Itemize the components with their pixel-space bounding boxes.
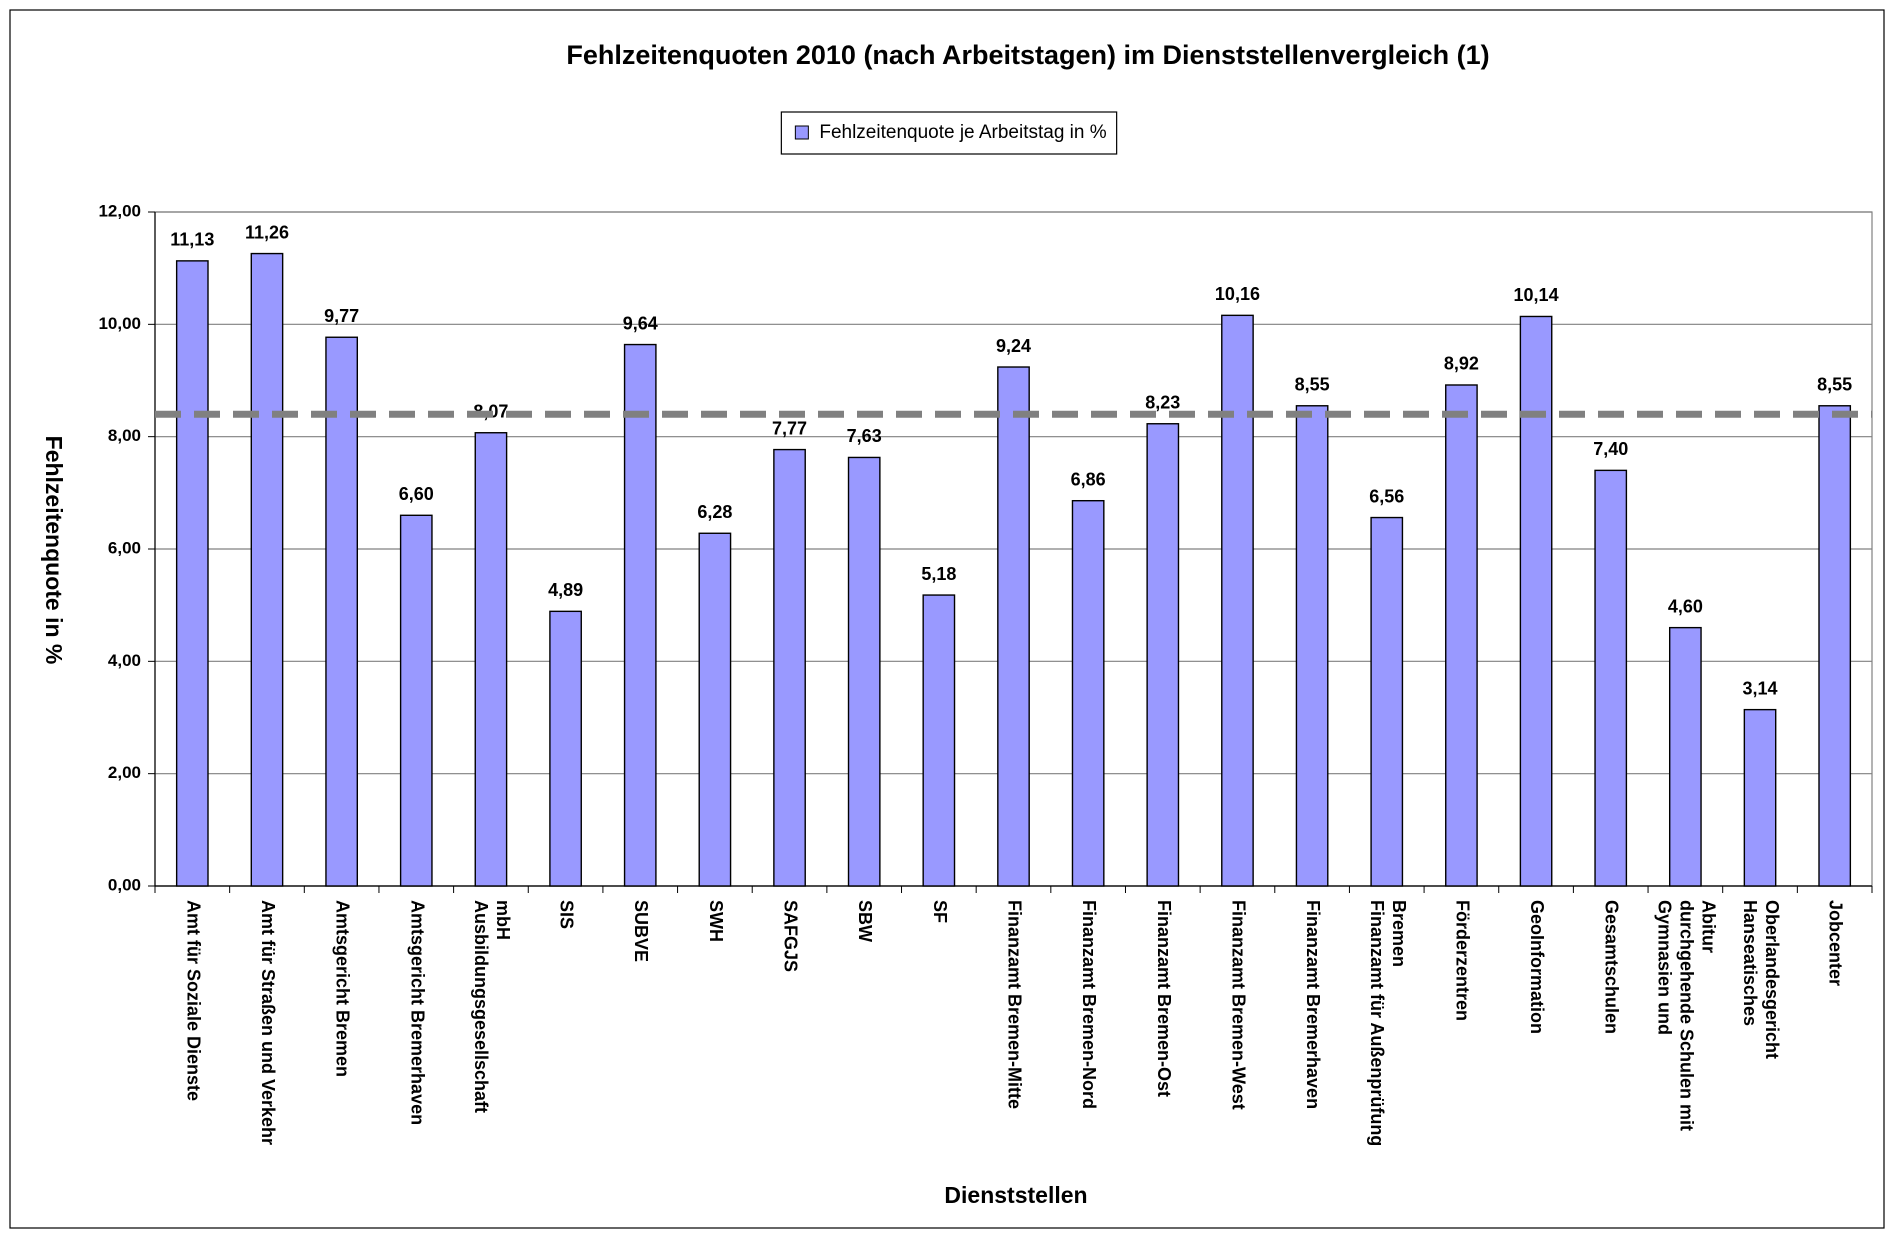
x-tick-label: Amt für Straßen und Verkehr [258, 900, 278, 1145]
data-label: 7,63 [847, 426, 882, 446]
bar [175, 260, 209, 887]
data-label: 8,23 [1145, 392, 1180, 412]
y-tick-label: 12,00 [98, 201, 141, 220]
x-tick-label: Gymnasien und durchgehende Schulen mit Abi… [1655, 900, 1719, 1131]
bar [997, 366, 1030, 887]
bar [399, 514, 433, 887]
x-tick-label: GeoInformation [1527, 900, 1547, 1034]
bar [847, 456, 881, 887]
bar [1743, 708, 1777, 887]
bar [922, 594, 956, 887]
x-tick-label: Hanseatisches Oberlandesgericht [1740, 900, 1782, 1059]
bar [1071, 499, 1105, 887]
bar [698, 532, 732, 887]
data-label: 11,26 [245, 222, 289, 242]
data-label: 7,77 [772, 418, 807, 438]
y-tick-label: 6,00 [108, 538, 141, 557]
x-tick-label: Finanzamt Bremen-Ost [1154, 900, 1174, 1097]
data-label: 6,60 [399, 484, 434, 504]
bar [1594, 469, 1628, 887]
x-tick-label: Finanzamt Bremen-West [1229, 900, 1249, 1110]
bar [623, 343, 657, 887]
bar [1146, 423, 1180, 887]
bar [1295, 405, 1329, 887]
bar [250, 252, 284, 887]
x-tick-label: Gesamtschulen [1602, 900, 1622, 1034]
x-tick-label: Jobcenter [1826, 900, 1846, 986]
legend-box [780, 111, 1118, 155]
data-label: 3,14 [1742, 678, 1777, 698]
x-tick-label: Amtsgericht Bremen [333, 900, 353, 1077]
x-tick-label: Finanzamt Bremen-Mitte [1005, 900, 1025, 1109]
x-tick-label: Förderzentren [1453, 900, 1473, 1021]
x-tick-label: SAFGJS [781, 900, 801, 972]
bar [1445, 384, 1478, 887]
data-label: 4,89 [548, 580, 583, 600]
bar [474, 432, 508, 887]
legend-swatch [794, 125, 809, 140]
bar [1818, 405, 1852, 887]
data-label: 9,24 [996, 336, 1031, 356]
bar [1370, 516, 1404, 887]
x-axis-title: Dienststellen [944, 1182, 1087, 1208]
y-tick-label: 8,00 [108, 426, 141, 445]
x-tick-label: SBW [855, 900, 875, 942]
bar [1221, 314, 1254, 887]
chart-title: Fehlzeitenquoten 2010 (nach Arbeitstagen… [566, 40, 1489, 70]
x-tick-label: Ausbildungsgesellschaft mbH [471, 900, 513, 1113]
x-tick-label: SIS [557, 900, 577, 929]
y-tick-label: 2,00 [108, 763, 141, 782]
legend-label: Fehlzeitenquote je Arbeitstag in % [819, 122, 1106, 143]
y-tick-label: 0,00 [108, 875, 141, 894]
data-label: 9,77 [324, 306, 359, 326]
bar [1668, 626, 1702, 887]
x-tick-label: Finanzamt Bremerhaven [1303, 900, 1323, 1109]
data-label: 8,55 [1817, 375, 1852, 395]
data-label: 6,86 [1071, 469, 1106, 489]
data-label: 11,13 [170, 230, 214, 250]
data-label: 8,92 [1444, 354, 1479, 374]
data-label: 9,64 [623, 313, 658, 333]
x-tick-label: SF [930, 900, 950, 923]
x-tick-label: SUBVE [631, 900, 651, 962]
y-axis-title: Fehlzeitenquote in % [41, 436, 67, 665]
bar [325, 336, 359, 887]
x-tick-label: Amt für Soziale Dienste [184, 900, 204, 1101]
x-tick-label: Finanzamt Bremen-Nord [1079, 900, 1099, 1109]
data-label: 6,28 [697, 502, 732, 522]
x-tick-label: SWH [706, 900, 726, 942]
x-tick-label: Amtsgericht Bremerhaven [408, 900, 428, 1125]
data-label: 10,16 [1215, 284, 1260, 304]
x-tick-label: Finanzamt für Außenprüfung Bremen [1367, 900, 1409, 1146]
data-label: 5,18 [921, 564, 956, 584]
data-label: 10,14 [1514, 285, 1559, 305]
bar [773, 448, 806, 887]
y-tick-label: 4,00 [108, 651, 141, 670]
data-label: 4,60 [1668, 596, 1703, 616]
data-label: 6,56 [1369, 486, 1404, 506]
y-tick-label: 10,00 [98, 314, 141, 333]
bar [549, 610, 582, 887]
bar [1519, 315, 1553, 887]
data-label: 8,55 [1295, 375, 1330, 395]
data-label: 7,40 [1593, 439, 1628, 459]
